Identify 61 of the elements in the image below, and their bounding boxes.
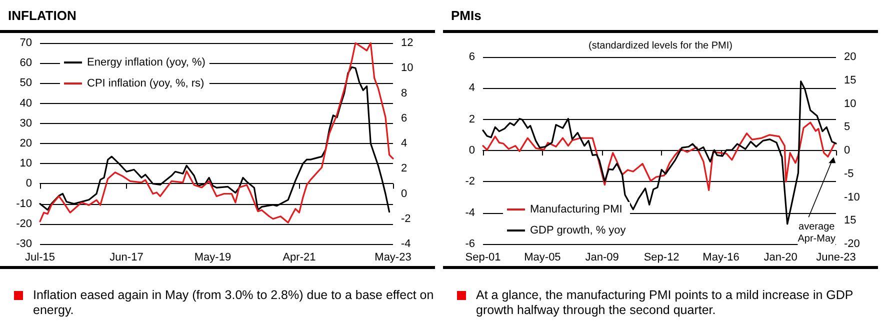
- x-tick-label: Sep-12: [644, 252, 680, 264]
- x-tick-label: June-23: [816, 252, 856, 264]
- annotation: average Apr-May: [798, 222, 836, 245]
- chart-subtitle: (standardized levels for the PMI): [588, 40, 732, 52]
- y-tick-label: 2: [468, 113, 475, 126]
- y2-tick-label: 0: [401, 188, 408, 200]
- y-tick-label: -4: [465, 206, 475, 219]
- line-series: [39, 42, 394, 224]
- legend-label: GDP growth, % yoy: [530, 224, 626, 236]
- x-tick-label: Jan-09: [585, 252, 619, 264]
- y2-tick-label: 10: [401, 62, 414, 74]
- y-tick-label: -20: [16, 218, 32, 230]
- x-tick-label: Jun-17: [110, 252, 144, 264]
- x-tick-label: Jan-20: [764, 252, 798, 264]
- x-tick-label: May-16: [702, 252, 740, 264]
- x-tick-label: May-23: [374, 252, 412, 264]
- y2-tick-label: 5: [844, 121, 850, 134]
- text: At a glance, the manufacturing PMI points to a mild increase in GDP growth halfway through the second quarter.: [476, 288, 854, 318]
- y-tick-label: 50: [20, 77, 32, 90]
- y2-tick-label: 8: [401, 87, 408, 100]
- chart-title: INFLATION: [8, 8, 76, 23]
- y-tick-label: 20: [20, 138, 32, 150]
- y-tick-label: 60: [20, 57, 32, 70]
- text: Inflation eased again in May (from 3.0% to 2.8%) due to a base effect on energy.: [33, 288, 434, 318]
- y-tick-label: 30: [20, 117, 32, 130]
- x-tick-label: May-05: [524, 252, 561, 264]
- y-tick-label: -6: [465, 238, 475, 250]
- y-tick-label: -2: [465, 176, 475, 188]
- x-tick-label: Apr-21: [282, 252, 316, 264]
- y2-tick-label: -20: [844, 238, 860, 250]
- y2-tick-label: 12: [401, 37, 414, 49]
- y-tick-label: 4: [468, 82, 475, 94]
- chart-title: PMIs: [451, 8, 482, 23]
- y2-tick-label: -10: [844, 191, 860, 204]
- y2-tick-label: 10: [844, 98, 856, 110]
- y-tick-label: 40: [20, 97, 32, 110]
- x-tick-label: Jul-15: [25, 252, 55, 264]
- y-tick-label: 70: [20, 37, 32, 49]
- legend-label: CPI inflation (yoy, %, rs): [87, 78, 204, 90]
- y2-tick-label: 6: [401, 112, 408, 124]
- y-tick-label: 6: [468, 51, 475, 63]
- y2-tick-label: 2: [401, 162, 408, 175]
- x-tick-label: May-19: [194, 252, 232, 264]
- y2-tick-label: -2: [401, 212, 411, 225]
- y2-tick-label: -4: [401, 238, 411, 250]
- y-tick-label: 10: [20, 158, 32, 170]
- legend-label: Manufacturing PMI: [530, 204, 622, 216]
- y2-tick-label: 4: [401, 138, 408, 150]
- y2-tick-label: 0: [844, 144, 850, 156]
- y-tick-label: -30: [16, 238, 32, 250]
- y2-tick-label: 15: [844, 214, 856, 227]
- line-series: [482, 80, 837, 225]
- x-tick-label: Sep-01: [465, 252, 501, 264]
- y2-tick-label: -5: [844, 168, 854, 180]
- line-series: [482, 122, 836, 192]
- y-tick-label: -10: [16, 198, 32, 210]
- legend-label: Energy inflation (yoy, %): [87, 56, 206, 68]
- y2-tick-label: 20: [844, 51, 856, 63]
- y-tick-label: 0: [26, 178, 32, 190]
- y-tick-label: 0: [468, 144, 475, 156]
- y2-tick-label: 15: [844, 74, 856, 86]
